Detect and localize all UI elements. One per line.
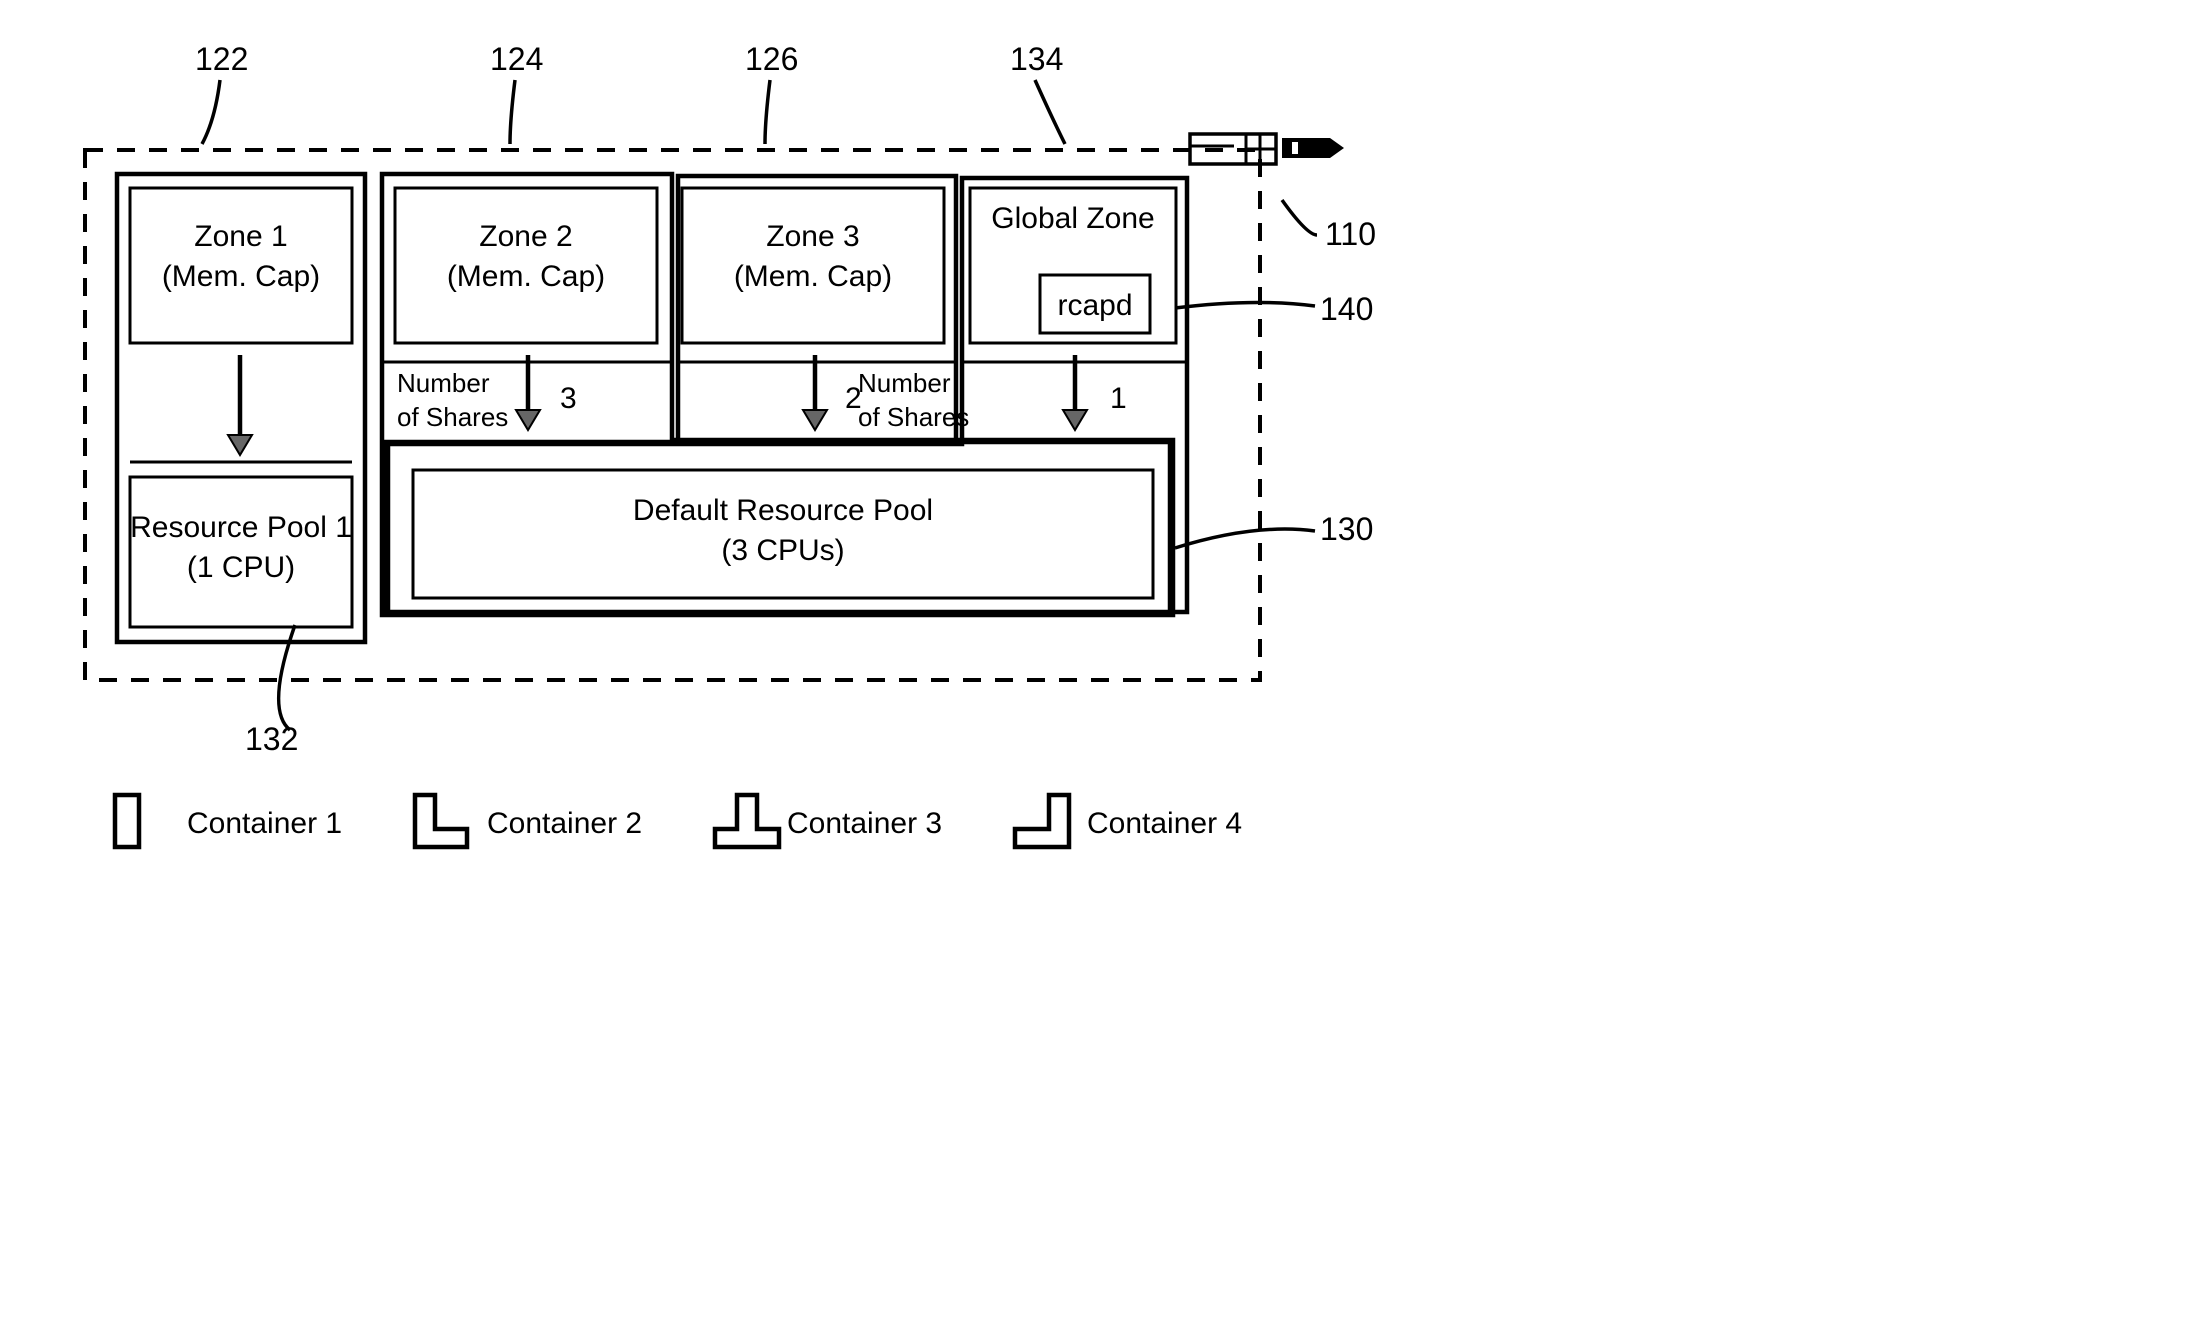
svg-text:Container 3: Container 3 <box>787 807 942 840</box>
svg-text:3: 3 <box>560 382 577 415</box>
svg-text:Resource Pool 1: Resource Pool 1 <box>130 511 352 544</box>
svg-text:Zone 3: Zone 3 <box>766 220 859 253</box>
svg-text:Global Zone: Global Zone <box>991 202 1154 235</box>
svg-text:of Shares: of Shares <box>858 402 969 432</box>
svg-text:2: 2 <box>845 382 862 415</box>
diagram-root: Zone 1 (Mem. Cap) Resource Pool 1 (1 CPU) Zo… <box>0 0 1470 895</box>
svg-text:124: 124 <box>490 41 543 77</box>
svg-text:Number: Number <box>858 368 951 398</box>
svg-text:126: 126 <box>745 41 798 77</box>
svg-text:Zone 1: Zone 1 <box>194 220 287 253</box>
svg-text:Container 4: Container 4 <box>1087 807 1242 840</box>
svg-text:(Mem. Cap): (Mem. Cap) <box>734 260 892 293</box>
svg-text:110: 110 <box>1325 216 1376 252</box>
svg-text:(Mem. Cap): (Mem. Cap) <box>162 260 320 293</box>
svg-text:Zone 2: Zone 2 <box>479 220 572 253</box>
svg-text:Default Resource Pool: Default Resource Pool <box>633 494 933 527</box>
svg-text:140: 140 <box>1320 291 1373 327</box>
svg-text:130: 130 <box>1320 511 1373 547</box>
svg-text:134: 134 <box>1010 41 1063 77</box>
svg-text:rcapd: rcapd <box>1057 289 1132 322</box>
svg-text:(1 CPU): (1 CPU) <box>187 551 295 584</box>
svg-text:Container 2: Container 2 <box>487 807 642 840</box>
svg-text:1: 1 <box>1110 382 1127 415</box>
svg-text:122: 122 <box>195 41 248 77</box>
svg-text:of Shares: of Shares <box>397 402 508 432</box>
svg-text:(3 CPUs): (3 CPUs) <box>721 534 844 567</box>
svg-text:(Mem. Cap): (Mem. Cap) <box>447 260 605 293</box>
svg-text:132: 132 <box>245 721 298 757</box>
svg-text:Container 1: Container 1 <box>187 807 342 840</box>
svg-text:Number: Number <box>397 368 490 398</box>
